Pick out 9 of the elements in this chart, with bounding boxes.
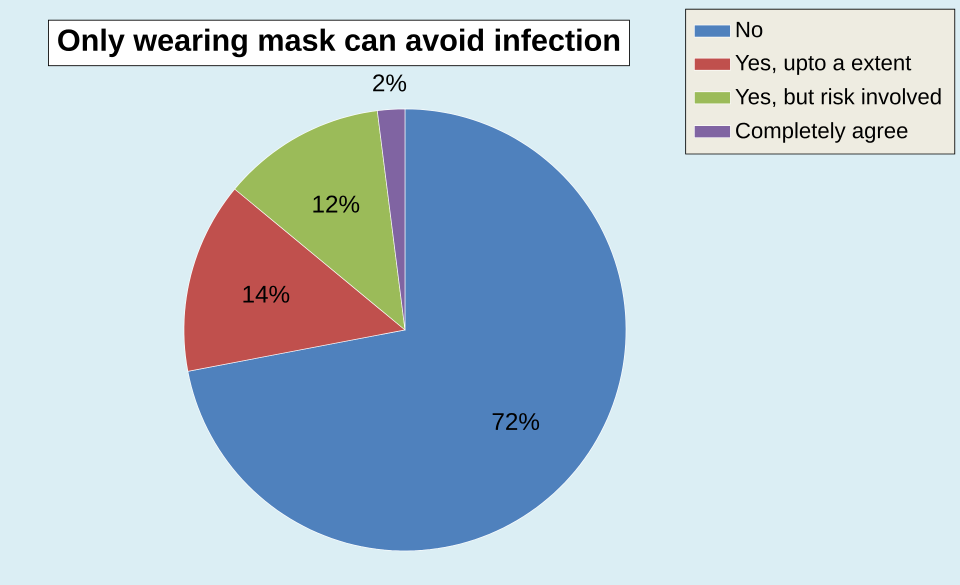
legend-label: Completely agree: [736, 122, 908, 143]
data-label: 2%: [373, 74, 406, 92]
data-label: 12%: [313, 196, 360, 213]
legend-label: Yes, but risk involved: [735, 88, 941, 108]
legend-label: No: [736, 22, 762, 38]
text: Only wearing mask can avoid infection: [58, 28, 620, 58]
legend-label: Yes, upto a extent: [735, 55, 912, 75]
data-label: 14%: [243, 286, 290, 303]
data-label: 72%: [492, 412, 540, 430]
